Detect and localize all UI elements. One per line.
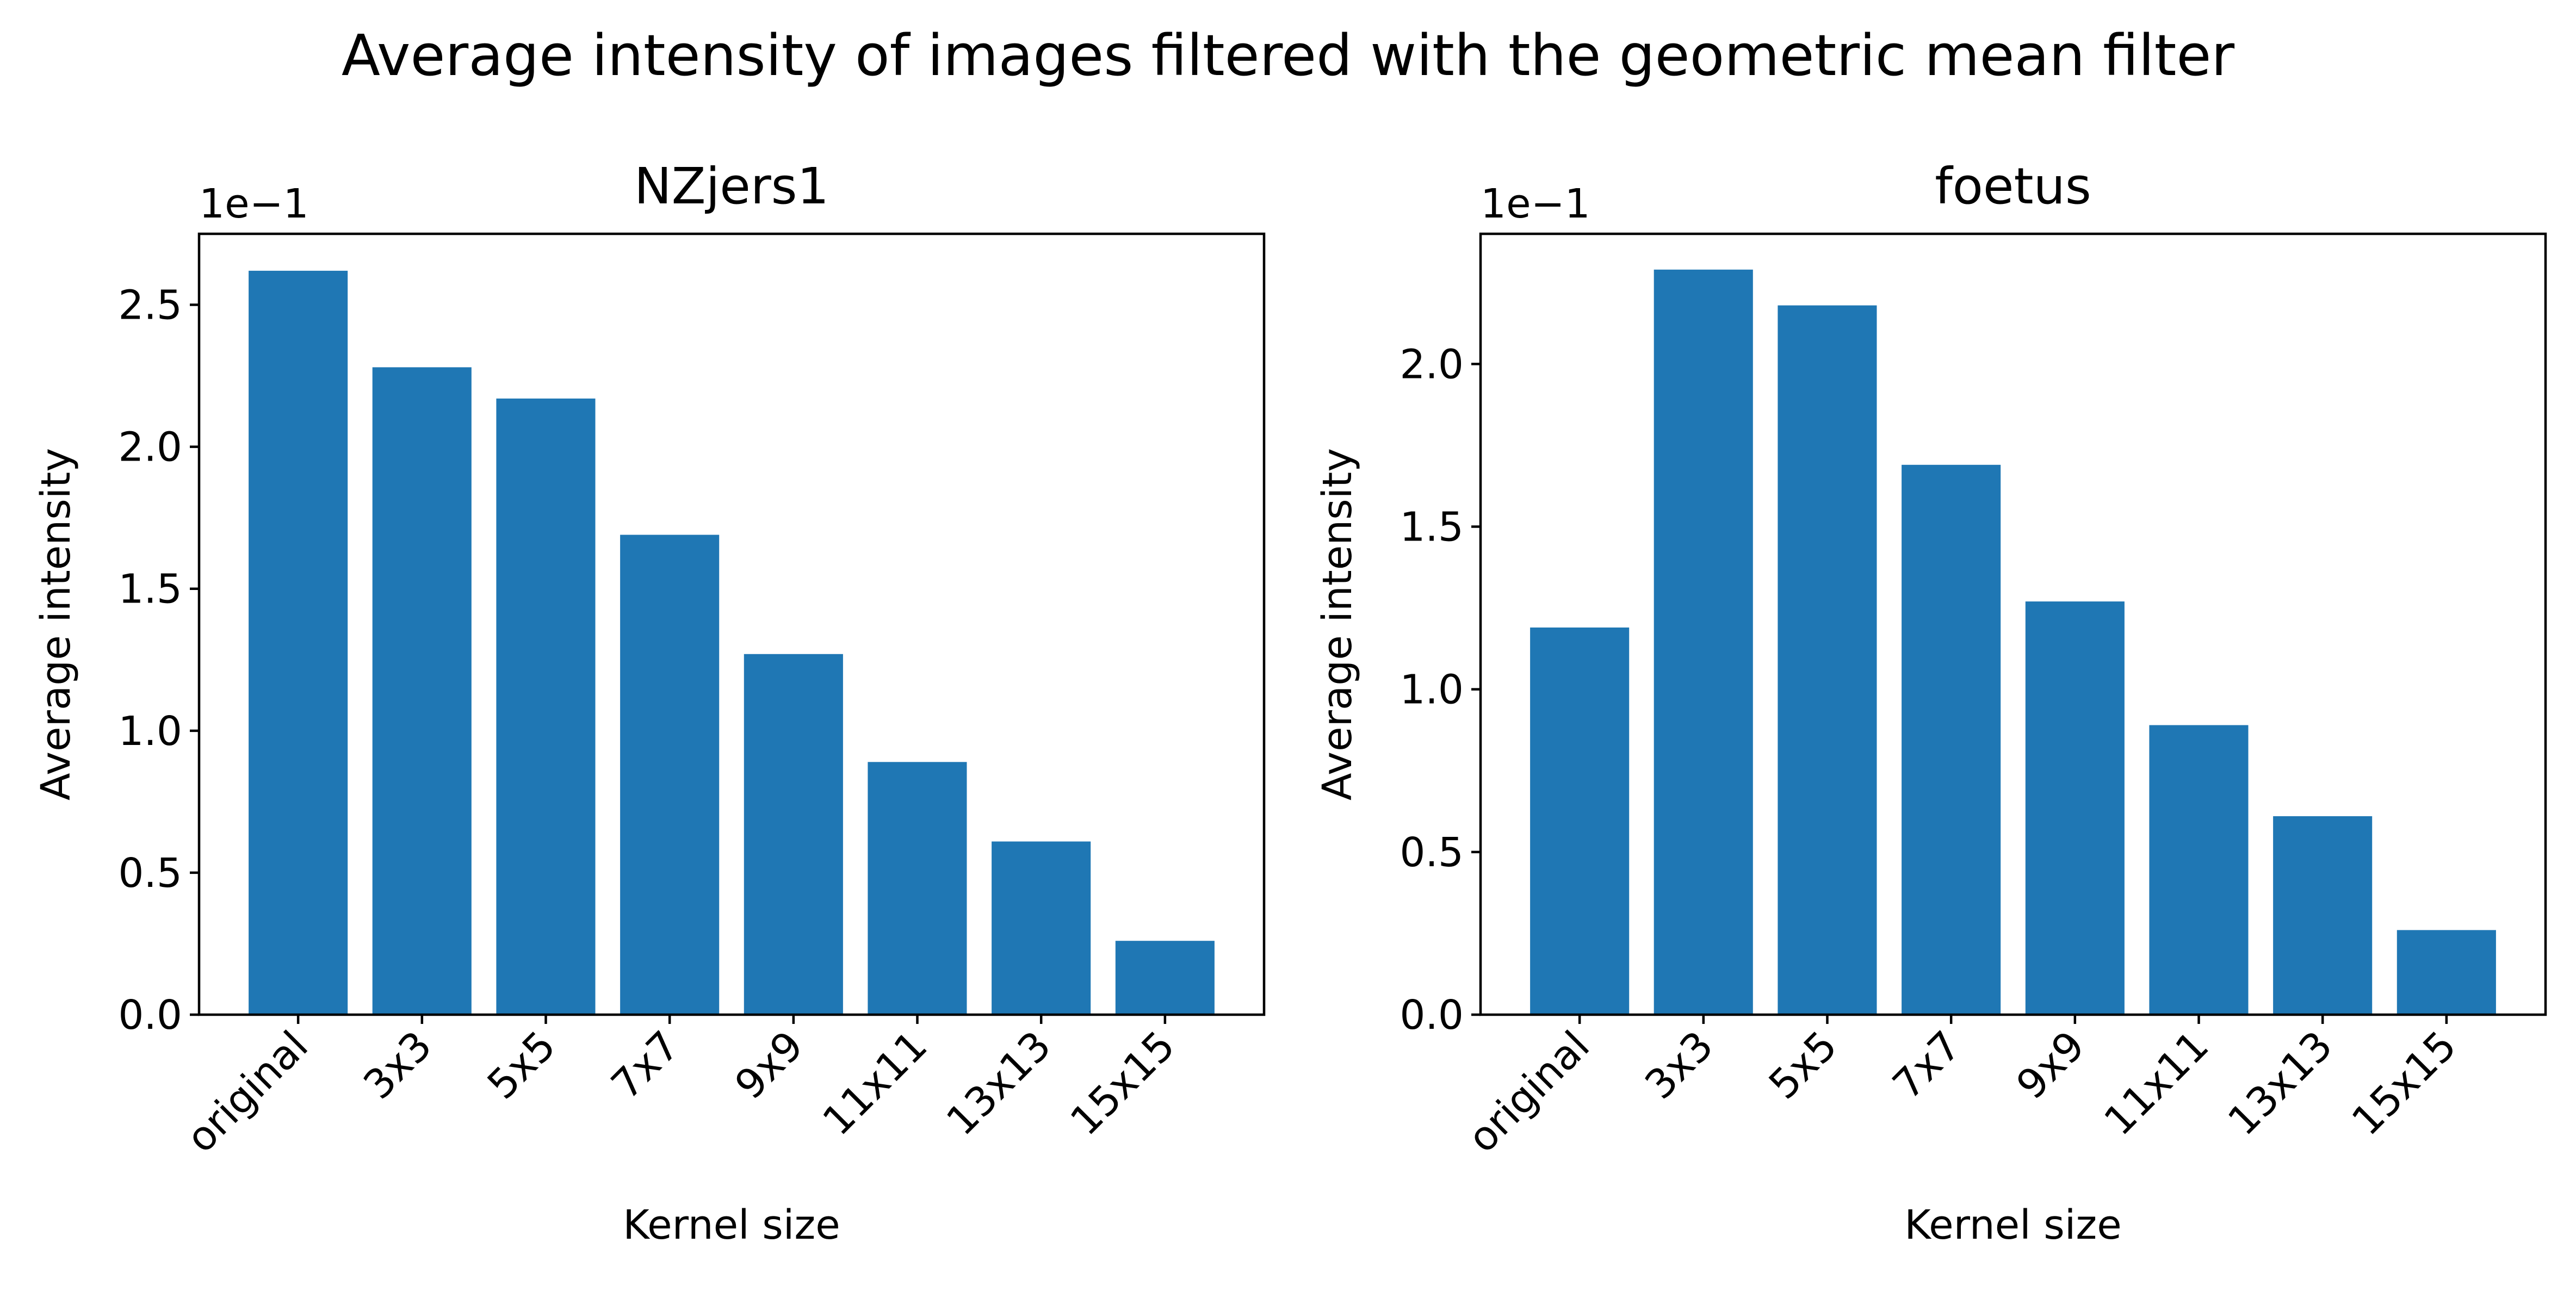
- bar-15x15: [2397, 930, 2496, 1015]
- chart-panel-nzjers1: 0.0 0.5 1.0 1.5 2.0 2.5 original 3x3 5x5 7x7 9x9 11…: [33, 157, 1266, 1248]
- chart-title: NZjers1: [634, 157, 829, 215]
- bar-5x5: [1778, 305, 1877, 1015]
- y-tick-label: 1.5: [118, 566, 182, 613]
- x-tick-label-7x7: 7x7: [1884, 1022, 1970, 1108]
- y-tick-label: 0.0: [1400, 992, 1464, 1039]
- bar-11x11: [2149, 725, 2249, 1015]
- x-axis-label: Kernel size: [623, 1202, 840, 1248]
- x-tick-label-11x11: 11x11: [2095, 1022, 2218, 1145]
- x-tick-label-3x3: 3x3: [355, 1022, 441, 1108]
- y-tick-label: 2.5: [118, 282, 182, 329]
- y-tick-label: 2.0: [1400, 341, 1464, 388]
- x-tick-label-original: original: [1459, 1022, 1598, 1161]
- y-tick-label: 0.5: [118, 850, 182, 897]
- y-axis-offset-label: 1e−1: [1481, 181, 1590, 227]
- bar-13x13: [992, 841, 1091, 1015]
- bar-3x3: [372, 367, 472, 1015]
- chart-panel-foetus: 0.0 0.5 1.0 1.5 2.0 original 3x3 5x5 7x7 9x9 11x11…: [1314, 157, 2547, 1248]
- bar-7x7: [620, 535, 720, 1015]
- x-tick-label-13x13: 13x13: [2219, 1022, 2342, 1145]
- x-tick-label-7x7: 7x7: [603, 1022, 689, 1108]
- x-axis-label: Kernel size: [1904, 1202, 2121, 1248]
- bar-13x13: [2273, 816, 2373, 1015]
- x-tick-label-3x3: 3x3: [1636, 1022, 1722, 1108]
- y-tick-label: 2.0: [118, 424, 182, 471]
- chart-title: foetus: [1935, 157, 2091, 215]
- bar-7x7: [1902, 464, 2001, 1015]
- x-tick-label-15x15: 15x15: [2343, 1022, 2466, 1145]
- x-tick-label-13x13: 13x13: [938, 1022, 1060, 1145]
- x-tick-label-5x5: 5x5: [479, 1022, 565, 1108]
- bar-3x3: [1654, 269, 1753, 1015]
- y-tick-label: 1.0: [1400, 667, 1464, 713]
- y-tick-label: 1.5: [1400, 504, 1464, 551]
- y-tick-label: 0.0: [118, 992, 182, 1039]
- y-tick-label: 1.0: [118, 708, 182, 755]
- x-tick-label-9x9: 9x9: [2008, 1022, 2094, 1108]
- axes-frame: [1479, 232, 2547, 1016]
- bar-original: [249, 270, 348, 1015]
- y-axis-label: Average intensity: [33, 448, 79, 800]
- x-tick-label-5x5: 5x5: [1760, 1022, 1846, 1108]
- bar-9x9: [744, 654, 843, 1015]
- bar-original: [1530, 628, 1630, 1015]
- bar-15x15: [1115, 941, 1215, 1015]
- y-axis-offset-label: 1e−1: [199, 181, 309, 227]
- x-tick-label-original: original: [177, 1022, 317, 1161]
- axes-frame: [197, 232, 1266, 1016]
- y-axis-label: Average intensity: [1314, 448, 1361, 800]
- x-tick-label-9x9: 9x9: [726, 1022, 812, 1108]
- bar-5x5: [496, 398, 596, 1015]
- figure-title: Average intensity of images filtered wit…: [342, 22, 2234, 89]
- bar-9x9: [2025, 601, 2125, 1015]
- y-tick-label: 0.5: [1400, 829, 1464, 876]
- x-tick-label-11x11: 11x11: [814, 1022, 936, 1145]
- bar-11x11: [868, 762, 967, 1015]
- x-tick-label-15x15: 15x15: [1062, 1022, 1184, 1145]
